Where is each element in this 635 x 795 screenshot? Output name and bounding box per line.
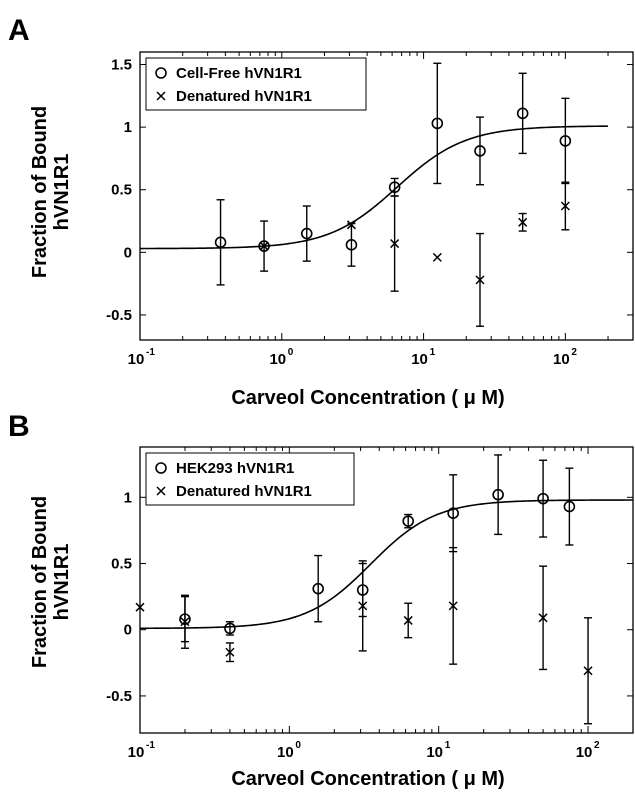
panel-b-axes-frame (139, 446, 634, 734)
panel-b-cross-point (358, 601, 368, 611)
panel-a-legend-cross-marker (156, 91, 166, 101)
panel-a-circle-point (345, 239, 358, 251)
panel-b-cross-point (135, 602, 145, 612)
panel-b-legend-label: HEK293 hVN1R1 (176, 460, 294, 477)
panel-b-circle-point (563, 500, 576, 513)
panel-a-circle-point (300, 227, 313, 240)
panel-b-cross-point (448, 601, 458, 611)
panel-b-cross-point (403, 615, 413, 625)
panel-a-x-tick-exponent: 0 (288, 347, 294, 358)
panel-b-x-tick-label: 10 (277, 744, 294, 761)
panel-b-y-axis-label: Fraction of Bound hVN1R1 (29, 496, 73, 668)
panel-a-y-axis-label: Fraction of Bound hVN1R1 (29, 106, 73, 278)
panel-b-y-tick-label: 0 (124, 622, 132, 639)
panel-b-y-tick-label: -0.5 (106, 688, 132, 705)
panel-a-x-tick-label: 10 (269, 351, 286, 368)
panel-b-circle-point (447, 507, 459, 520)
panel-a-y-axis-label-line1: Fraction of Bound (29, 106, 51, 278)
panel-a-y-tick-label: 1.5 (111, 57, 132, 74)
panel-letter-a: A (8, 14, 30, 47)
panel-a-y-tick-label: 1 (124, 119, 132, 136)
panel-a-circle-point (388, 181, 401, 194)
panel-a-x-tick-label: 10 (411, 351, 428, 368)
panel-a-legend-circle-marker (155, 67, 167, 79)
panel-a-legend-box (145, 57, 367, 111)
panel-b-circle-point (224, 622, 236, 635)
panel-b-legend-label: Denatured hVN1R1 (176, 483, 312, 500)
panel-b-circle-point (537, 492, 549, 505)
panel-b-cross-point (225, 647, 235, 657)
panel-b-y-tick-label: 0.5 (111, 556, 132, 573)
panel-a-y-tick-label: 0 (124, 244, 132, 261)
panel-a-cross-point (560, 201, 570, 211)
panel-a-y-tick-label: -0.5 (106, 307, 132, 324)
panel-a-cross-point (432, 252, 442, 262)
panel-b-circle-point (492, 488, 504, 501)
panel-a-cross-point (346, 220, 356, 230)
panel-a-circle-point (431, 117, 444, 130)
panel-b-cross-point (180, 617, 190, 627)
panel-a-legend: Cell-Free hVN1R1 Denatured hVN1R1 (145, 57, 367, 111)
panel-a-fit-curve (140, 125, 609, 250)
panel-b-y-axis-label-line2: hVN1R1 (51, 544, 73, 621)
panel-a-cross-point (259, 241, 269, 251)
panel-a-x-tick-exponent: 2 (571, 347, 577, 358)
panel-a-y-axis-label-line2: hVN1R1 (51, 154, 73, 231)
panel-a-x-tick-label: 10 (128, 351, 145, 368)
panel-a-x-axis-label: Carveol Concentration ( μ M) (231, 387, 504, 409)
panel-a-x-tick-exponent: -1 (146, 347, 155, 358)
panel-b-circle-point (402, 515, 415, 527)
panel-b-fit-curve (140, 499, 634, 630)
panel-a-cross-point (518, 217, 528, 227)
panel-a-legend-label: Denatured hVN1R1 (176, 88, 312, 105)
panel-a-cross-point (475, 275, 485, 285)
panel-a-axes-frame (139, 51, 634, 341)
panel-a-circle-point (516, 107, 529, 120)
panel-b-x-tick-label: 10 (128, 744, 145, 761)
panel-b-x-tick-label: 10 (426, 744, 443, 761)
panel-b-x-tick-label: 10 (576, 744, 593, 761)
panel-b-legend: HEK293 hVN1R1 Denatured hVN1R1 (145, 452, 355, 506)
panel-b-y-tick-label: 1 (124, 489, 132, 506)
panel-b-legend-circle-marker (155, 462, 167, 474)
panel-a-x-tick-exponent: 1 (430, 347, 436, 358)
panel-b-legend-cross-marker (156, 486, 166, 496)
panel-a-cross-point (390, 239, 400, 249)
panel-a-circle-point (559, 135, 572, 147)
panel-b-x-tick-exponent: 0 (295, 740, 301, 751)
panel-b-x-tick-exponent: -1 (146, 740, 155, 751)
panel-letter-b: B (8, 410, 30, 443)
panel-b-x-tick-exponent: 1 (445, 740, 451, 751)
panel-a-y-tick-label: 0.5 (111, 182, 132, 199)
panel-b-cross-point (538, 613, 548, 623)
panel-a-circle-point (214, 236, 227, 249)
panel-b-circle-point (312, 582, 324, 595)
panel-a-circle-point (258, 240, 270, 252)
panel-b-cross-point (583, 666, 593, 676)
panel-a-circle-point (474, 145, 486, 157)
panel-b-legend-box (145, 452, 355, 506)
panel-b-x-tick-exponent: 2 (594, 740, 600, 751)
panel-a-legend-label: Cell-Free hVN1R1 (176, 65, 302, 82)
panel-b-y-axis-label-line1: Fraction of Bound (29, 496, 51, 668)
panel-b-x-axis-label: Carveol Concentration ( μ M) (231, 768, 504, 790)
panel-a-x-tick-label: 10 (553, 351, 570, 368)
